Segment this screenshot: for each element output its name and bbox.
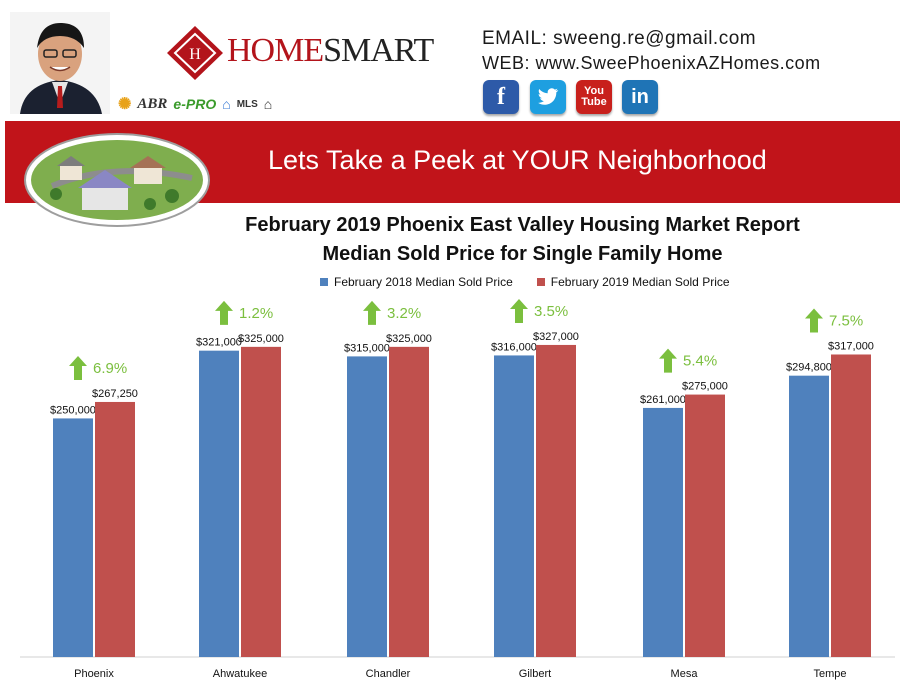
- category-label-tempe: Tempe: [813, 668, 846, 680]
- agent-photo: [10, 12, 110, 114]
- bar-2018-ahwatukee: [199, 350, 239, 657]
- website-contact[interactable]: WEB: www.SweePhoenixAZHomes.com: [482, 53, 821, 73]
- neighborhood-image: [22, 126, 212, 230]
- data-label-2018-phoenix: $250,000: [50, 404, 96, 416]
- bar-2018-tempe: [789, 375, 829, 657]
- legend-swatch-2018: [320, 278, 328, 286]
- brand-smart: SMART: [323, 32, 434, 69]
- youtube-label-top: You: [584, 85, 604, 97]
- facebook-button[interactable]: f: [483, 80, 519, 114]
- legend-item-2019: February 2019 Median Sold Price: [536, 275, 730, 289]
- data-label-2019-chandler: $325,000: [386, 333, 432, 345]
- legend-swatch-2019: [536, 278, 545, 286]
- increase-arrow-icon-phoenix: [69, 355, 87, 380]
- bar-2019-gilbert: [536, 344, 576, 657]
- category-label-chandler: Chandler: [366, 668, 411, 680]
- youtube-label-bottom: Tube: [581, 96, 607, 108]
- facebook-icon: f: [497, 83, 505, 110]
- increase-arrow-icon-ahwatukee: [215, 300, 233, 325]
- bar-2019-chandler: [389, 346, 429, 657]
- data-label-2019-ahwatukee: $325,000: [238, 333, 284, 345]
- data-label-2018-ahwatukee: $321,000: [196, 337, 242, 349]
- data-label-2018-tempe: $294,800: [786, 362, 832, 374]
- change-label-tempe: 7.5%: [829, 312, 863, 329]
- change-label-ahwatukee: 1.2%: [239, 305, 273, 322]
- change-label-chandler: 3.2%: [387, 305, 421, 322]
- category-label-ahwatukee: Ahwatukee: [213, 668, 267, 680]
- chart-title: February 2019 Phoenix East Valley Housin…: [245, 214, 800, 236]
- legend-label-2019: February 2019 Median Sold Price: [550, 275, 730, 289]
- email-contact[interactable]: EMAIL: sweeng.re@gmail.com: [482, 28, 757, 49]
- twitter-icon: [538, 88, 559, 105]
- data-label-2018-gilbert: $316,000: [491, 341, 537, 353]
- data-label-2019-phoenix: $267,250: [92, 388, 138, 400]
- sun-logo-icon: ✺: [118, 96, 132, 113]
- youtube-button[interactable]: You Tube: [576, 80, 612, 114]
- data-label-2019-gilbert: $327,000: [533, 331, 579, 343]
- change-label-gilbert: 3.5%: [534, 303, 568, 320]
- increase-arrow-icon-gilbert: [510, 298, 528, 323]
- increase-arrow-icon-chandler: [363, 300, 381, 325]
- epro-logo: e-PRO: [173, 96, 217, 112]
- linkedin-icon: in: [631, 85, 649, 108]
- category-label-mesa: Mesa: [671, 668, 699, 680]
- bar-2018-gilbert: [494, 355, 534, 657]
- equal-housing-icon: ⌂: [263, 96, 273, 112]
- banner-title: Lets Take a Peek at YOUR Neighborhood: [268, 145, 767, 175]
- linkedin-button[interactable]: in: [622, 80, 658, 114]
- category-label-gilbert: Gilbert: [519, 668, 551, 680]
- bar-2019-phoenix: [95, 401, 135, 657]
- increase-arrow-icon-tempe: [805, 308, 823, 333]
- change-label-mesa: 5.4%: [683, 353, 717, 370]
- chart-subtitle: Median Sold Price for Single Family Home: [322, 243, 723, 265]
- chart-legend: February 2018 Median Sold Price February…: [320, 275, 754, 289]
- bar-2019-ahwatukee: [241, 346, 281, 657]
- brand-home: HOME: [227, 32, 324, 69]
- data-label-2018-mesa: $261,000: [640, 394, 686, 406]
- house-logo-icon: ⌂: [222, 96, 231, 112]
- twitter-button[interactable]: [530, 80, 566, 114]
- data-label-2019-mesa: $275,000: [682, 381, 728, 393]
- mls-logo: MLS: [236, 98, 258, 110]
- data-label-2019-tempe: $317,000: [828, 340, 874, 352]
- category-label-phoenix: Phoenix: [74, 668, 114, 680]
- certification-logos: ✺ ABR e-PRO ⌂ MLS ⌂: [118, 92, 398, 116]
- change-label-phoenix: 6.9%: [93, 360, 127, 377]
- data-label-2018-chandler: $315,000: [344, 342, 390, 354]
- bar-2019-mesa: [685, 394, 725, 657]
- bar-2019-tempe: [831, 354, 871, 657]
- legend-label-2018: February 2018 Median Sold Price: [334, 275, 513, 289]
- increase-arrow-icon-mesa: [659, 348, 677, 373]
- bar-2018-mesa: [643, 407, 683, 657]
- bar-2018-chandler: [347, 356, 387, 657]
- bar-2018-phoenix: [53, 418, 93, 657]
- abr-logo: ABR: [137, 95, 168, 112]
- svg-text:H: H: [189, 46, 201, 63]
- homesmart-logo: H HOMESMART: [165, 24, 434, 82]
- legend-item-2018: February 2018 Median Sold Price: [320, 275, 513, 289]
